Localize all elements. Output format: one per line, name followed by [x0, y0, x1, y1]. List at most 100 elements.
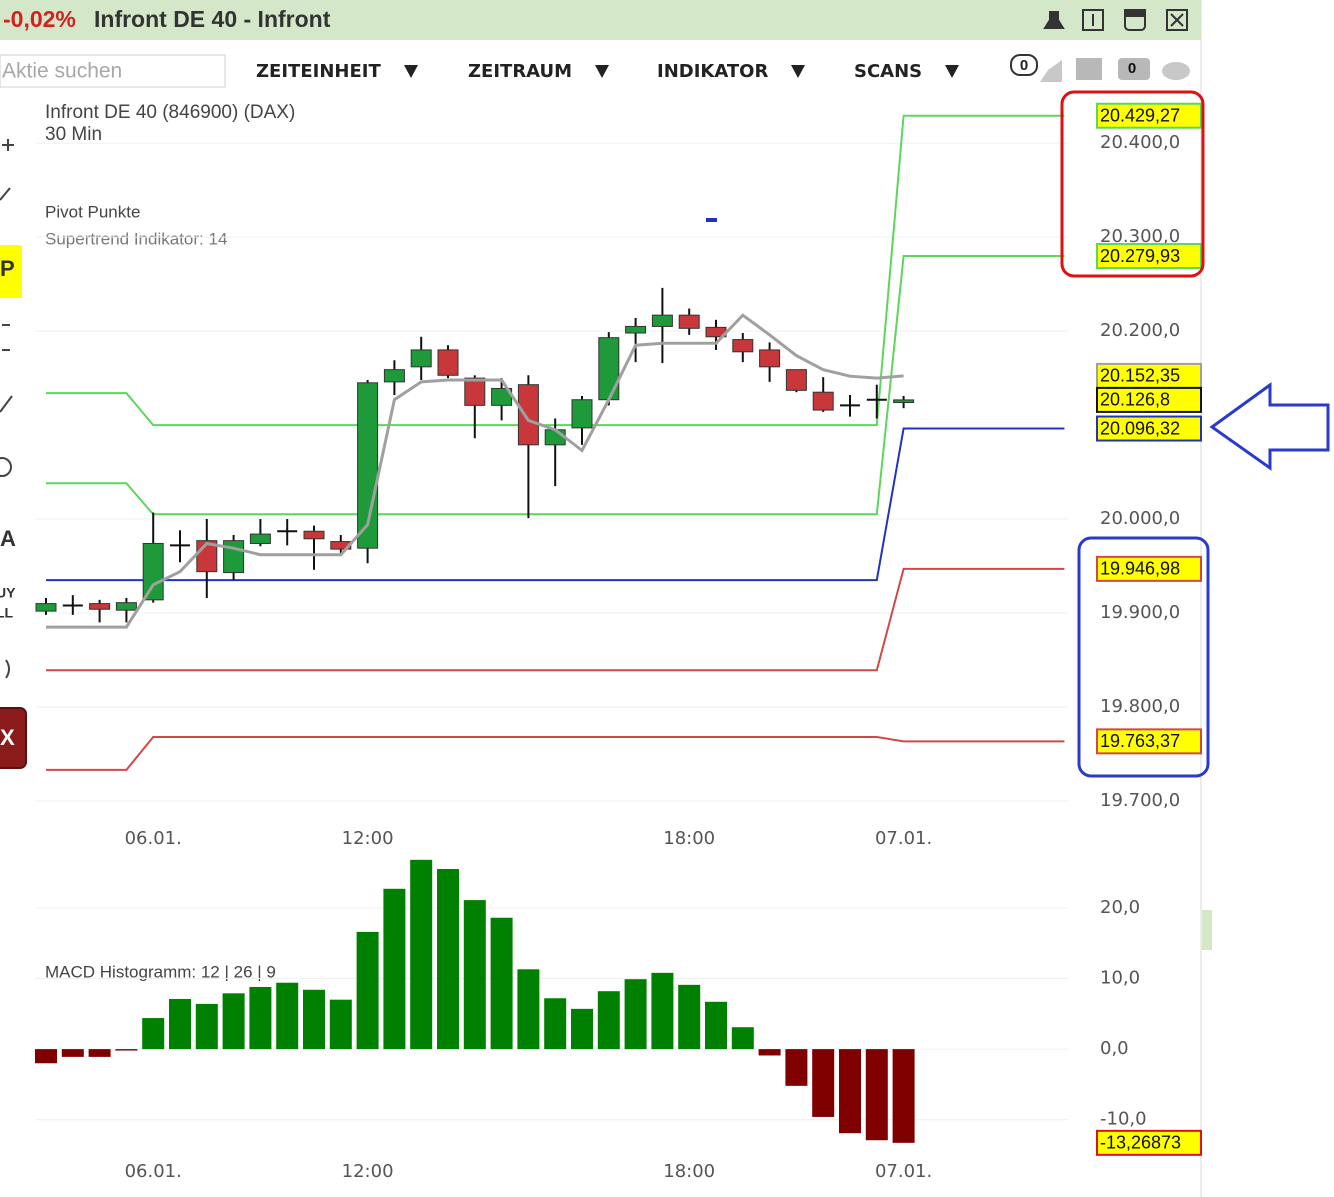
candle-body: [383, 369, 405, 383]
histogram-bar: [249, 986, 272, 1050]
pointer-arrow: [1209, 382, 1330, 471]
x-tick-label: 07.01.: [875, 828, 932, 849]
side-tab[interactable]: [1202, 910, 1212, 950]
toolbar-icons: 0 0: [1010, 54, 1190, 82]
sell-button[interactable]: [0, 707, 27, 769]
price-tag: [1096, 415, 1202, 442]
pivot-tool-bg[interactable]: [0, 245, 22, 298]
histogram-bar: [892, 1049, 915, 1143]
list-icon[interactable]: [1076, 58, 1102, 80]
line-tool[interactable]: [0, 187, 11, 201]
fib-tool[interactable]: [2, 324, 10, 351]
candle-body: [598, 337, 620, 401]
histogram-bar: [758, 1049, 781, 1056]
histogram-bar: [329, 999, 352, 1050]
sound-tool[interactable]: [5, 659, 10, 679]
cloud-icon[interactable]: [1162, 62, 1190, 80]
pen-tool[interactable]: [0, 395, 13, 413]
histogram-bar: [785, 1049, 808, 1086]
highlight-box: [1077, 536, 1210, 778]
bell-icon[interactable]: [1043, 11, 1065, 29]
y-tick-label: 20.400,0: [1100, 132, 1180, 153]
y-tick-label: 20.300,0: [1100, 226, 1180, 247]
histogram-bar: [195, 1003, 218, 1050]
y-tick-label: -10,0: [1100, 1109, 1147, 1130]
menu-arrow[interactable]: [945, 65, 959, 78]
pivot-line: [46, 567, 1065, 672]
histogram-bar: [356, 931, 379, 1050]
histogram-bar: [463, 900, 486, 1050]
search-box[interactable]: [0, 54, 226, 88]
candle-body: [785, 369, 807, 391]
menu-item[interactable]: INDIKATOR: [657, 61, 768, 82]
histogram-bar: [142, 1018, 165, 1050]
histogram-bar: [61, 1049, 84, 1057]
price-tag: [1096, 386, 1202, 413]
pivot-line: [46, 427, 1065, 582]
pivot-line: [46, 736, 1065, 771]
price-tag-label: 19.763,37: [1100, 731, 1180, 751]
menu-item[interactable]: SCANS: [854, 61, 922, 82]
price-tag: [1096, 243, 1202, 270]
price-tag: [1096, 102, 1202, 129]
crosshair-tool[interactable]: [2, 139, 14, 151]
y-tick-label: 10,0: [1100, 967, 1140, 988]
y-tick-label: 20.200,0: [1100, 320, 1180, 341]
price-tag: [1096, 555, 1202, 582]
menu-arrow[interactable]: [595, 65, 609, 78]
candle-body: [115, 602, 137, 611]
alert-icon[interactable]: [1040, 60, 1062, 82]
layout-icon[interactable]: [1082, 9, 1104, 31]
sidebar: [0, 139, 27, 769]
candle-body: [437, 349, 459, 376]
candle-body: [35, 603, 57, 612]
histogram-bar: [303, 989, 325, 1050]
y-tick-label: 19.700,0: [1100, 790, 1180, 811]
legend-title: Pivot Punkte: [45, 202, 140, 221]
histogram-bar: [544, 998, 567, 1050]
legend-entry: Supertrend Indikator: 14: [45, 229, 227, 248]
circle-tool[interactable]: [0, 457, 12, 477]
y-tick-label: 0,0: [1100, 1038, 1129, 1059]
histogram-bar: [597, 991, 620, 1050]
histogram-bar: [624, 979, 647, 1050]
histogram-bar: [517, 969, 540, 1050]
window-icons: [1043, 9, 1188, 31]
candle-body: [544, 429, 566, 446]
sidebar-label: LL: [0, 605, 14, 621]
candle-body: [893, 399, 915, 404]
histogram-bar: [169, 998, 191, 1050]
folder-icon[interactable]: [1118, 58, 1150, 80]
sidebar-label: UY: [0, 585, 16, 601]
menu-arrow[interactable]: [404, 65, 418, 78]
histogram-bar: [490, 917, 513, 1050]
menu-arrow[interactable]: [791, 65, 805, 78]
menu-item[interactable]: ZEITRAUM: [468, 61, 572, 82]
candle-body: [517, 384, 539, 446]
chart-title: Infront DE 40 (846900) (DAX): [45, 102, 295, 123]
candle-body: [303, 530, 325, 540]
histogram-bar: [88, 1049, 111, 1057]
x-tick-label: 06.01.: [125, 1161, 182, 1182]
close-icon[interactable]: [1166, 9, 1188, 31]
menu-item[interactable]: ZEITEINHEIT: [256, 61, 381, 82]
histogram-bar: [35, 1049, 57, 1064]
candle-body: [410, 349, 432, 368]
candle-body: [759, 349, 781, 368]
price-tag-label: -13,26873: [1100, 1133, 1181, 1153]
marker: [706, 218, 717, 222]
candle-body: [571, 399, 593, 429]
price-tag-label: 20.279,93: [1100, 246, 1180, 266]
y-tick-label: 20,0: [1100, 897, 1140, 918]
candle-body: [89, 603, 111, 610]
chart-subtitle: 30 Min: [45, 124, 102, 145]
candle-body: [464, 377, 486, 406]
candle-body: [625, 325, 647, 334]
sidebar-label: A: [0, 526, 16, 551]
badge: [1010, 54, 1038, 76]
histogram-bar: [410, 859, 433, 1050]
histogram-bar: [276, 982, 299, 1050]
candle-body: [732, 339, 754, 353]
